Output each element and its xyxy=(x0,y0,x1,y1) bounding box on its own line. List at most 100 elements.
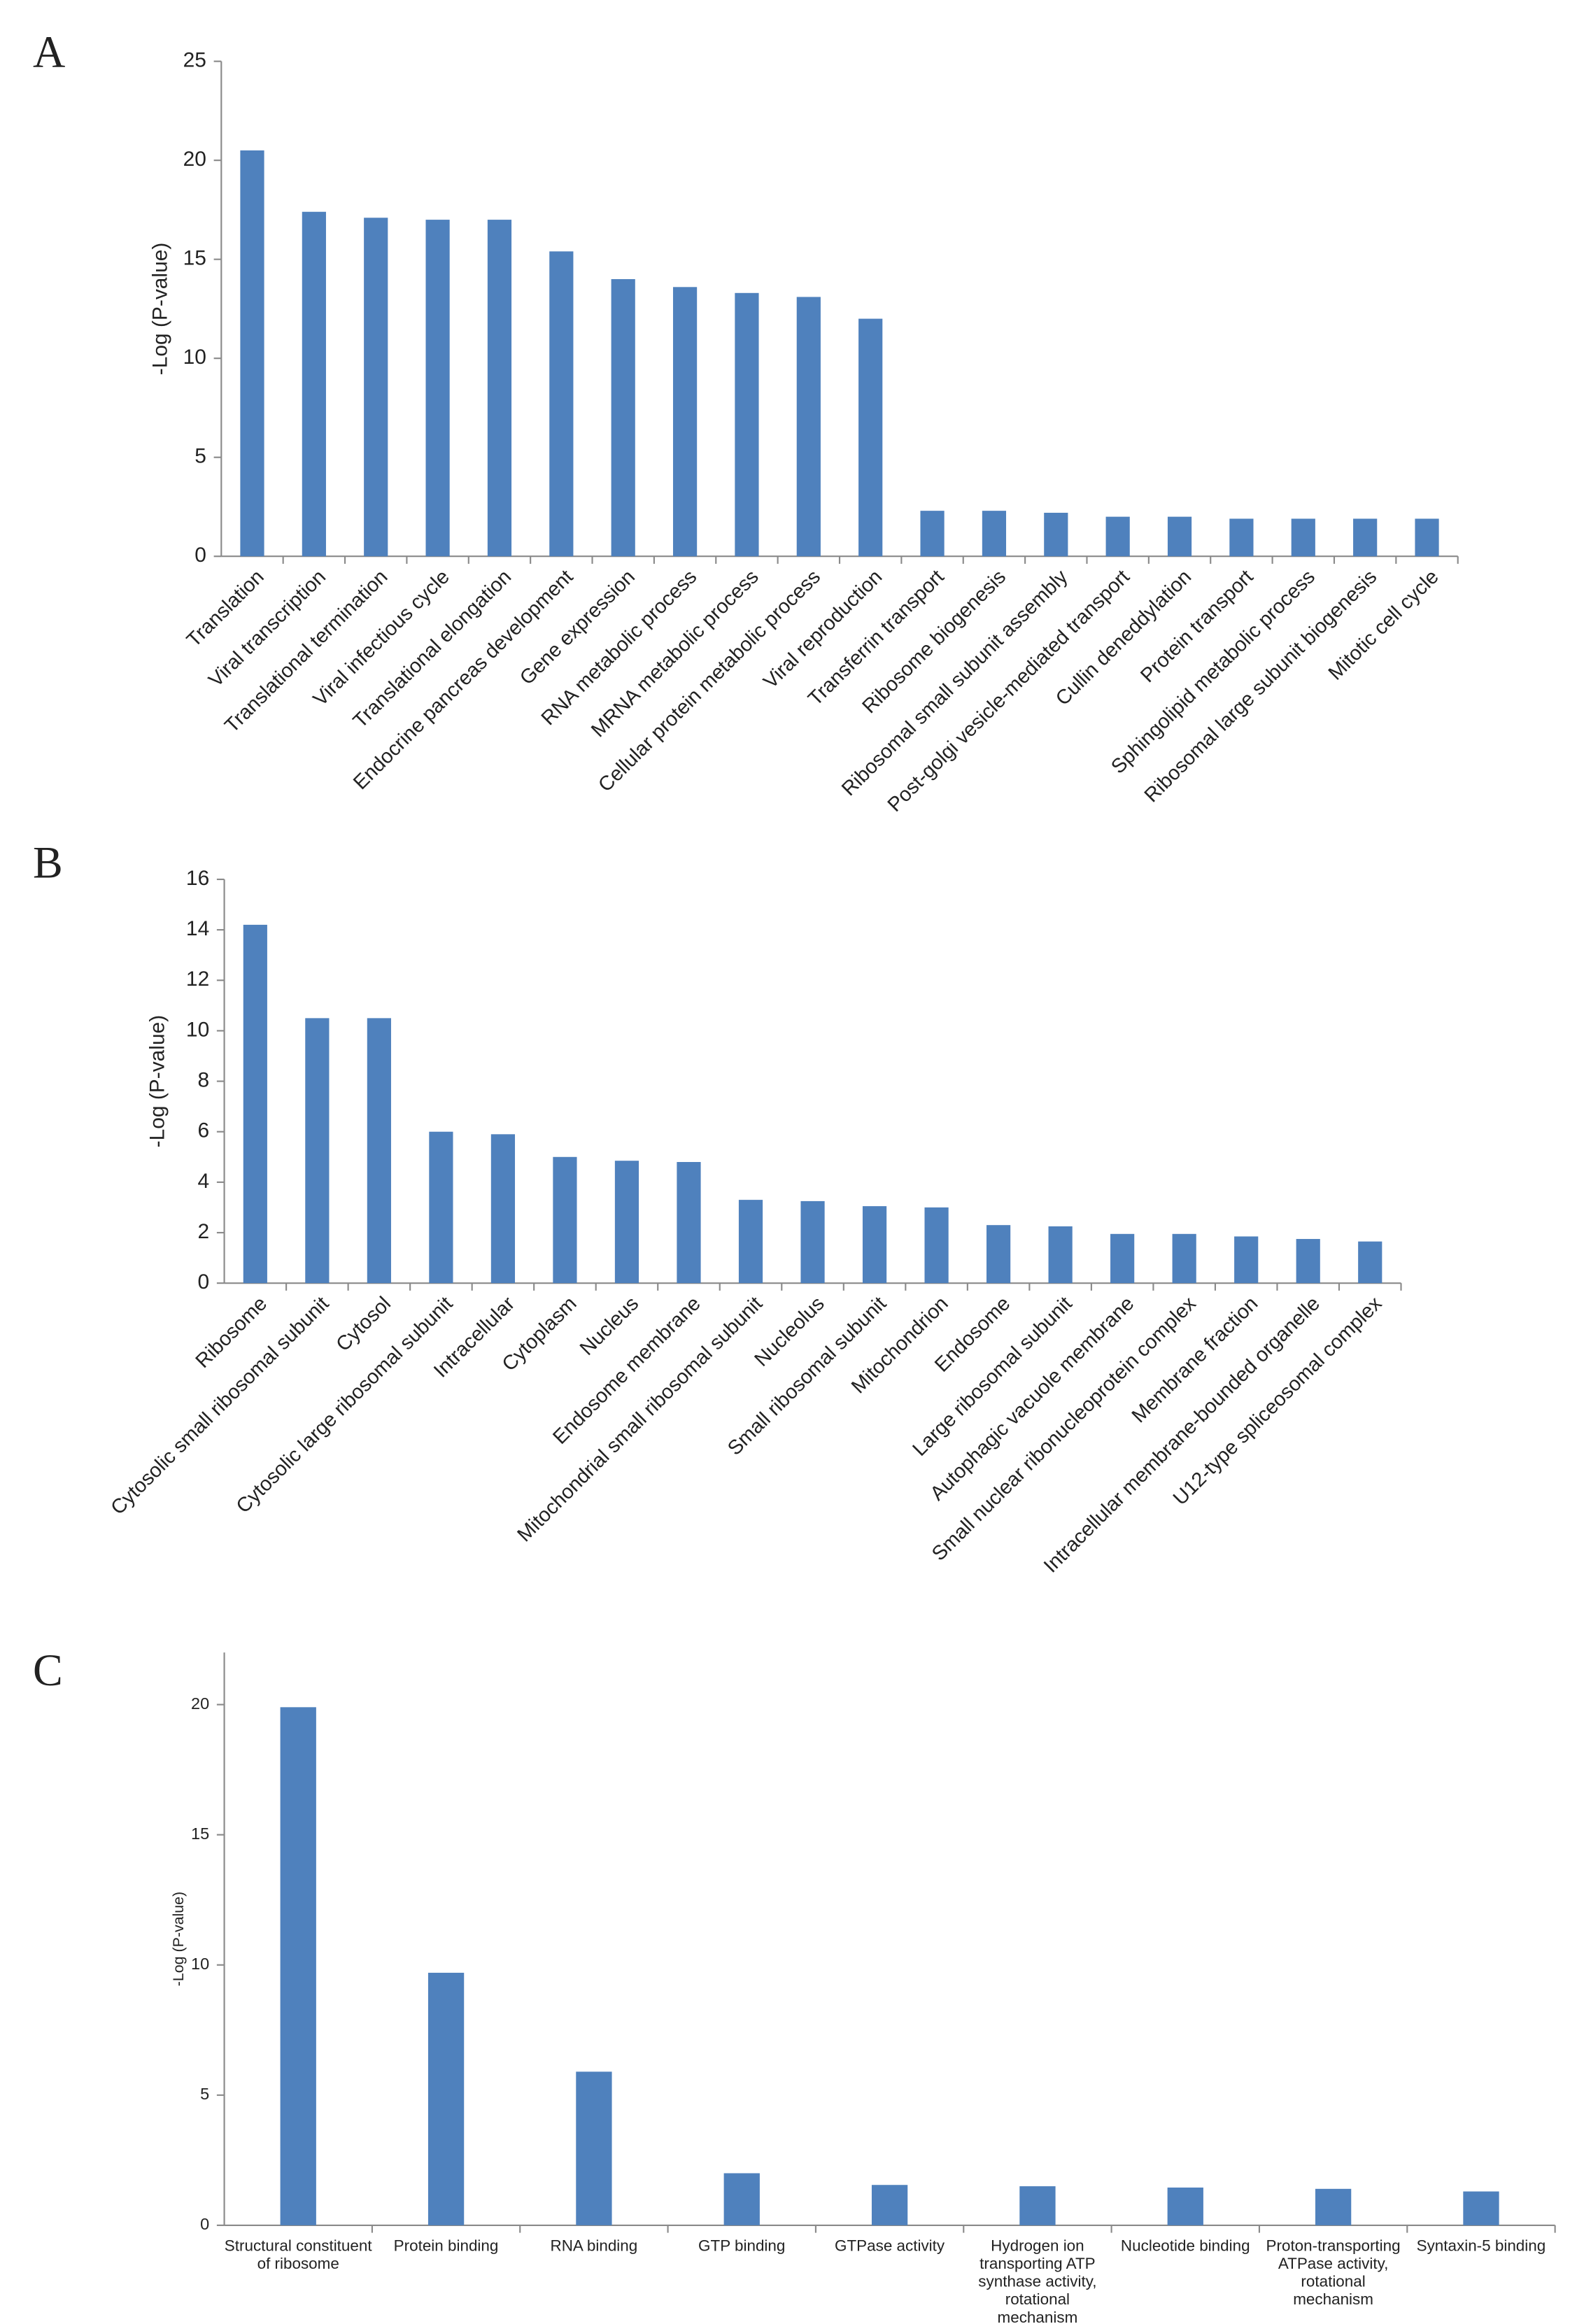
x-tick-label-box: GTP binding xyxy=(698,2237,786,2255)
y-tick-label: 10 xyxy=(183,346,206,369)
x-tick-label: Ribosomal large subunit biogenesis xyxy=(1140,566,1382,807)
y-tick-label: 5 xyxy=(200,2085,209,2103)
x-tick-label-box: RNA binding xyxy=(550,2237,638,2255)
bar xyxy=(549,251,574,557)
y-tick-label: 20 xyxy=(183,148,206,171)
x-tick-label: Nucleotide binding xyxy=(1120,2237,1250,2255)
x-tick-label: Gene expression xyxy=(516,566,639,690)
x-tick-label: Protein transport xyxy=(1136,566,1257,687)
bar xyxy=(858,318,883,557)
x-tick-label: Cytosolic small ribosomal subunit xyxy=(106,1293,333,1519)
bar xyxy=(1229,518,1254,557)
bar xyxy=(871,2185,908,2225)
bar xyxy=(280,1707,316,2225)
y-tick-label: 16 xyxy=(186,867,209,890)
y-tick-label: 25 xyxy=(183,49,206,72)
bar xyxy=(576,2071,612,2225)
bar xyxy=(796,297,821,557)
y-tick-label: 14 xyxy=(186,917,209,940)
y-axis-title: -Log (P-value) xyxy=(149,243,172,376)
x-tick-label: Cytosol xyxy=(332,1293,395,1356)
bar xyxy=(738,1200,763,1284)
bar xyxy=(924,1207,949,1284)
x-tick-label-box: Syntaxin-5 binding xyxy=(1416,2237,1546,2255)
x-tick-label: Proton-transporting ATPase activity, rot… xyxy=(1266,2237,1401,2309)
bar xyxy=(490,1134,516,1284)
x-tick-label: Mitotic cell cycle xyxy=(1324,566,1443,685)
x-tick-label-box: Hydrogen ion transporting ATP synthase a… xyxy=(978,2237,1097,2324)
bar xyxy=(1463,2191,1499,2225)
y-tick-label: 5 xyxy=(195,445,206,468)
y-tick-label: 0 xyxy=(198,1270,210,1294)
bar xyxy=(1353,518,1378,557)
y-tick-label: 12 xyxy=(186,968,209,991)
y-tick-label: 15 xyxy=(191,1825,209,1843)
x-tick-label: Syntaxin-5 binding xyxy=(1416,2237,1546,2255)
x-tick-label-box: Nucleotide binding xyxy=(1120,2237,1250,2255)
bar xyxy=(1167,516,1192,557)
bar xyxy=(243,924,267,1284)
y-tick-label: 10 xyxy=(191,1955,209,1973)
bar xyxy=(427,1972,465,2225)
x-tick-label: RNA binding xyxy=(550,2237,638,2255)
bar xyxy=(553,1156,577,1284)
bar xyxy=(1415,518,1439,557)
y-tick-label: 0 xyxy=(195,544,206,567)
bar xyxy=(302,211,326,557)
bar xyxy=(305,1018,330,1284)
bar xyxy=(862,1206,887,1284)
bar xyxy=(611,278,635,557)
bar xyxy=(240,150,264,557)
x-tick-label: Hydrogen ion transporting ATP synthase a… xyxy=(978,2237,1097,2324)
bar xyxy=(982,511,1007,557)
x-tick-label: GTP binding xyxy=(698,2237,786,2255)
bar xyxy=(1044,512,1068,557)
bar xyxy=(614,1161,639,1284)
bar xyxy=(723,2173,760,2225)
y-tick-label: 6 xyxy=(198,1119,210,1142)
bar xyxy=(1291,518,1315,557)
x-tick-label-box: Protein binding xyxy=(393,2237,499,2255)
y-axis-title: -Log (P-value) xyxy=(146,1015,169,1148)
bar xyxy=(1110,1233,1135,1284)
bar xyxy=(429,1131,453,1284)
bar xyxy=(735,292,759,557)
bar xyxy=(1048,1226,1073,1284)
bar xyxy=(487,220,512,557)
x-tick-label-box: Proton-transporting ATPase activity, rot… xyxy=(1266,2237,1401,2309)
bar xyxy=(1234,1236,1259,1284)
x-tick-label-box: GTPase activity xyxy=(834,2237,945,2255)
x-tick-label: Structural constituent of ribosome xyxy=(224,2237,372,2274)
bar xyxy=(800,1200,825,1284)
bar xyxy=(367,1018,391,1284)
x-tick-label: Ribosomal small subunit assembly xyxy=(837,565,1073,800)
y-tick-label: 8 xyxy=(198,1068,210,1091)
bar xyxy=(1315,2188,1352,2225)
panel-label: C xyxy=(33,1645,63,1695)
x-tick-label: GTPase activity xyxy=(834,2237,945,2255)
y-tick-label: 15 xyxy=(183,247,206,270)
bar xyxy=(1019,2186,1056,2225)
x-tick-label: Cellular protein metabolic process xyxy=(594,566,825,797)
panel-label: A xyxy=(33,27,65,77)
y-tick-label: 0 xyxy=(200,2215,209,2233)
bar xyxy=(677,1162,701,1284)
x-tick-label: Protein binding xyxy=(393,2237,499,2255)
y-tick-label: 10 xyxy=(186,1018,209,1041)
x-tick-label-box: Structural constituent of ribosome xyxy=(224,2237,372,2274)
bar xyxy=(1172,1233,1196,1284)
x-tick-label: Endocrine pancreas development xyxy=(349,566,577,795)
bar xyxy=(1296,1239,1320,1284)
panel-label: B xyxy=(33,838,63,888)
y-tick-label: 4 xyxy=(198,1170,210,1193)
bar xyxy=(920,511,945,557)
bar xyxy=(1105,516,1130,557)
y-tick-label: 2 xyxy=(198,1220,210,1243)
bar xyxy=(364,218,388,557)
x-tick-label: Viral transcription xyxy=(204,566,330,692)
bar xyxy=(986,1225,1011,1284)
y-axis-title: -Log (P-value) xyxy=(170,1892,187,1986)
bar xyxy=(672,287,698,557)
